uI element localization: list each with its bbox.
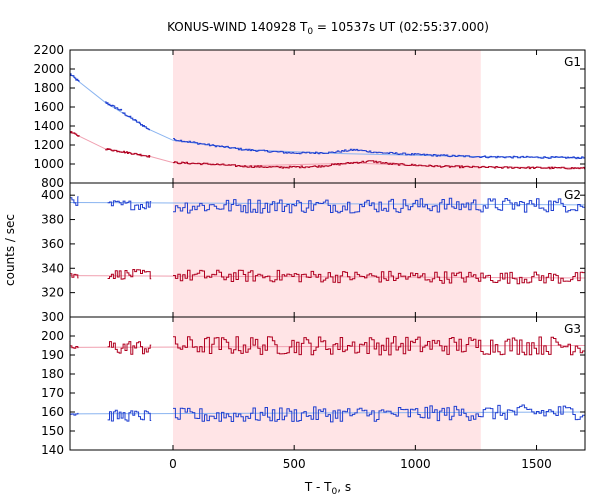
series-blue-segment-2 bbox=[173, 404, 585, 423]
series-red-segment-2 bbox=[173, 160, 585, 170]
plot-area: 8001000120014001600180020002200G13003203… bbox=[33, 43, 586, 471]
x-axis-label-suffix: , s bbox=[337, 480, 351, 494]
panel-g2: 300 320 340 360 380 400 G2 bbox=[41, 182, 586, 324]
y-tick-label: 2000 bbox=[33, 62, 64, 76]
panel-g3: 140 150 160 170 180 190 200 G3 bbox=[41, 316, 586, 457]
panel-label: G1 bbox=[564, 55, 581, 69]
y-axis-label: counts / sec bbox=[3, 214, 17, 286]
series-blue-segment-2 bbox=[173, 197, 585, 214]
x-axis-label: T - T0, s bbox=[304, 480, 351, 497]
series-blue-segment-0 bbox=[70, 196, 79, 206]
x-axis-label-subscript: 0 bbox=[332, 487, 338, 497]
y-tick-label: 1600 bbox=[33, 100, 64, 114]
chart-title-suffix: = 10537s UT (02:55:37.000) bbox=[313, 20, 489, 34]
x-tick-label: 1000 bbox=[400, 457, 431, 471]
panel-label: G3 bbox=[564, 322, 581, 336]
x-tick-label: 0 bbox=[169, 457, 177, 471]
x-tick-label: 500 bbox=[283, 457, 306, 471]
y-tick-label: 1200 bbox=[33, 138, 64, 152]
y-tick-label: 360 bbox=[41, 237, 64, 251]
y-tick-label: 150 bbox=[41, 424, 64, 438]
fit-line-blue bbox=[69, 73, 586, 159]
series-blue-segment-0 bbox=[70, 73, 80, 82]
y-tick-label: 170 bbox=[41, 386, 64, 400]
fit-line-blue bbox=[69, 202, 586, 206]
x-tick-label: 1500 bbox=[521, 457, 552, 471]
chart-title-subscript: 0 bbox=[307, 27, 313, 37]
analysis-interval-shade bbox=[173, 50, 481, 450]
series-blue-segment-2 bbox=[122, 112, 150, 131]
fit-line-red bbox=[69, 345, 586, 348]
y-tick-label: 190 bbox=[41, 348, 64, 362]
series-red-segment-0 bbox=[70, 345, 79, 349]
y-tick-label: 320 bbox=[41, 286, 64, 300]
panel-g1: 800 1000 1200 1400 1600 1800 2000 2200 G1 bbox=[33, 43, 586, 190]
y-tick-label: 140 bbox=[41, 443, 64, 457]
panel-label: G2 bbox=[564, 188, 581, 202]
y-tick-label: 160 bbox=[41, 405, 64, 419]
series-red-segment-0 bbox=[70, 131, 80, 137]
series-red-segment-1 bbox=[105, 148, 151, 158]
fit-line-red bbox=[69, 275, 586, 279]
chart-title: KONUS-WIND 140928 T0 = 10537s UT (02:55:… bbox=[167, 20, 489, 37]
y-tick-label: 300 bbox=[41, 310, 64, 324]
series-red-segment-0 bbox=[70, 273, 79, 279]
y-tick-label: 340 bbox=[41, 261, 64, 275]
series-blue-segment-1 bbox=[107, 200, 152, 211]
y-tick-label: 400 bbox=[41, 188, 64, 202]
fit-line-blue bbox=[69, 411, 586, 415]
y-tick-label: 2200 bbox=[33, 43, 64, 57]
y-tick-label: 1800 bbox=[33, 81, 64, 95]
y-tick-label: 1400 bbox=[33, 119, 64, 133]
y-tick-label: 200 bbox=[41, 329, 64, 343]
series-red-segment-2 bbox=[173, 269, 585, 285]
chart-title-prefix: KONUS-WIND 140928 T bbox=[167, 20, 308, 34]
y-tick-label: 1000 bbox=[33, 157, 64, 171]
series-blue-segment-3 bbox=[173, 138, 585, 160]
series-red-segment-1 bbox=[107, 269, 152, 280]
panel-frame bbox=[69, 316, 586, 451]
series-red-segment-2 bbox=[173, 336, 585, 356]
y-tick-label: 180 bbox=[41, 367, 64, 381]
series-red-segment-1 bbox=[107, 341, 152, 355]
y-tick-label: 380 bbox=[41, 213, 64, 227]
series-blue-segment-0 bbox=[70, 412, 79, 416]
series-blue-segment-1 bbox=[105, 101, 123, 111]
series-blue-segment-1 bbox=[107, 409, 152, 422]
x-axis-label-prefix: T - T bbox=[304, 480, 332, 494]
y-tick-label: 800 bbox=[41, 176, 64, 190]
